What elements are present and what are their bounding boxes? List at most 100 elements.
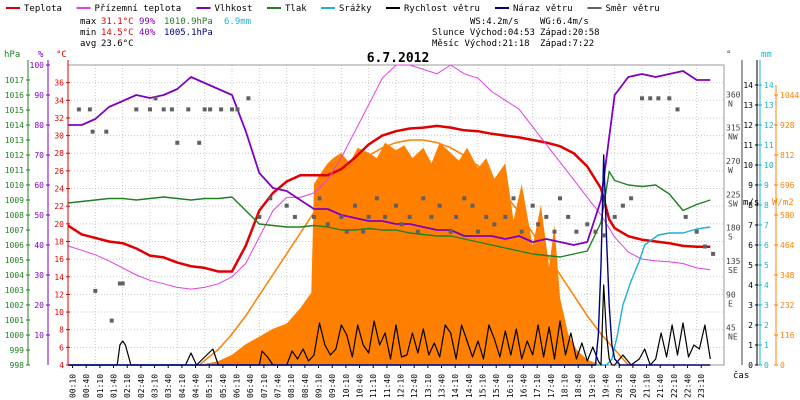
x-tick-label: 00:40	[82, 374, 91, 398]
x-tick-label: 22:40	[684, 374, 693, 398]
series-point-wind-direction	[476, 229, 480, 234]
axis-rain-tick-label: 13	[764, 101, 774, 110]
axis-wind-tick-label: 2	[748, 321, 753, 330]
axis-humidity-tick-label: 90	[34, 91, 44, 100]
axis-pressure-tick-label: 1013	[5, 136, 24, 145]
series-point-wind-direction	[620, 203, 625, 208]
x-tick-label: 01:40	[110, 374, 119, 398]
stat-min-hum: 40%	[139, 28, 156, 38]
legend-label: Směr větru	[606, 4, 660, 14]
axis-wind-tick-label: 1	[748, 341, 753, 350]
series-point-wind-direction	[361, 229, 366, 234]
x-tick-label: 09:40	[328, 374, 337, 398]
stat-max-label: max	[80, 17, 97, 27]
axis-rain-tick-label: 12	[764, 121, 774, 130]
stat-max-hum: 99%	[139, 17, 156, 27]
axis-units: hPa % °C ° mm m/s W/m2 čas	[4, 50, 794, 381]
unit-cas: čas	[733, 370, 749, 381]
radiation-layer	[198, 139, 629, 366]
legend-label: Přízemní teplota	[95, 4, 182, 14]
x-tick-label: 18:40	[574, 374, 583, 398]
series-line-6	[68, 154, 711, 366]
x-tick-label: 14:40	[465, 374, 474, 398]
x-tick-label: 20:10	[615, 374, 624, 398]
legend-label: Tlak	[285, 4, 307, 14]
series-point-wind-direction	[317, 196, 322, 201]
stat-max-press: 1010.9hPa	[164, 17, 213, 27]
x-tick-label: 08:40	[301, 374, 310, 398]
axis-rain-tick-label: 14	[764, 81, 774, 90]
legend-label: Náraz větru	[513, 4, 573, 14]
axis-rain-tick-label: 1	[764, 341, 769, 350]
info-sun-set: Západ:20:58	[540, 28, 600, 38]
series-point-wind-direction	[117, 281, 122, 286]
legend-label: Teplota	[24, 4, 62, 14]
axis-temperature-tick-label: 8	[59, 326, 64, 335]
x-tick-label: 08:10	[287, 374, 296, 398]
unit-deg: °	[726, 50, 731, 60]
axis-temperature-tick-label: 10	[54, 308, 64, 317]
series-point-wind-direction	[93, 288, 98, 293]
axis-radiation-tick-label: 116	[780, 331, 795, 340]
axis-temperature-tick-label: 18	[54, 237, 64, 246]
x-tick-label: 05:10	[205, 374, 214, 398]
axis-temperature-tick-label: 22	[54, 202, 64, 211]
series-point-wind-direction	[484, 214, 489, 219]
series-point-wind-direction	[675, 107, 680, 112]
series-point-wind-direction	[544, 214, 549, 219]
series-point-wind-direction	[197, 140, 202, 145]
x-tick-label: 06:40	[246, 374, 255, 398]
series-point-wind-direction	[246, 96, 251, 101]
axis-radiation-tick-label: 464	[780, 241, 795, 250]
axis-direction-tick-label: 135	[726, 257, 741, 266]
x-tick-label: 12:40	[410, 374, 419, 398]
axis-pressure-tick-label: 1001	[5, 316, 24, 325]
series-layer	[67, 64, 716, 366]
x-tick-label: 03:10	[151, 374, 160, 398]
axis-pressure-tick-label: 998	[10, 361, 25, 370]
axis-wind-tick-label: 14	[743, 81, 753, 90]
axis-radiation-tick-label: 0	[780, 361, 785, 370]
axis-direction-compass-label: SW	[728, 199, 738, 208]
stat-max-temp: 31.1°C	[101, 17, 134, 27]
axis-radiation-tick-label: 232	[780, 301, 795, 310]
stats-block: max 31.1°C 99% 1010.9hPa 6.9mm min 14.5°…	[80, 17, 251, 49]
axis-radiation-tick-label: 1044	[780, 91, 799, 100]
info-moon: Měsíc Východ:21:18	[432, 39, 530, 49]
series-point-wind-direction	[230, 107, 234, 112]
axis-temperature-tick-label: 26	[54, 167, 64, 176]
axis-rain-tick-label: 4	[764, 281, 769, 290]
axis-rain-tick-label: 10	[764, 161, 774, 170]
series-point-wind-direction	[87, 107, 92, 112]
axis-direction-compass-label: W	[728, 166, 733, 175]
series-point-wind-direction	[429, 214, 434, 219]
axis-direction-compass-label: S	[728, 233, 733, 242]
chart-title: 6.7.2012	[367, 51, 430, 66]
axis-pressure-tick-label: 1017	[5, 76, 24, 85]
series-radiation-area	[199, 142, 601, 365]
series-point-wind-direction	[511, 196, 516, 201]
axis-rain-tick-label: 6	[764, 241, 769, 250]
x-tick-label: 15:10	[479, 374, 488, 398]
axis-direction-tick-label: 225	[726, 190, 741, 199]
series-line-5	[68, 284, 711, 366]
axis-wind-tick-label: 11	[743, 141, 753, 150]
axis-rain-tick-label: 5	[764, 261, 769, 270]
axis-pressure-tick-label: 1006	[5, 241, 24, 250]
axis-humidity-tick-label: 10	[34, 331, 44, 340]
series-point-wind-direction	[153, 96, 158, 101]
series-point-wind-direction	[202, 107, 207, 112]
x-tick-label: 13:40	[438, 374, 447, 398]
series-point-wind-direction	[437, 203, 442, 208]
series-point-wind-direction	[612, 214, 617, 219]
stat-min-label: min	[80, 28, 96, 38]
axis-wind-tick-label: 3	[748, 301, 753, 310]
axis-direction-tick-label: 45	[726, 324, 736, 333]
axis-radiation-tick-label: 348	[780, 271, 795, 280]
x-tick-label: 11:10	[369, 374, 378, 398]
series-point-wind-direction	[208, 107, 213, 112]
series-point-wind-direction	[593, 229, 598, 234]
info-ws: WS:4.2m/s	[470, 17, 519, 27]
stat-min-press: 1005.1hPa	[164, 28, 213, 38]
series-point-wind-direction	[104, 129, 109, 134]
